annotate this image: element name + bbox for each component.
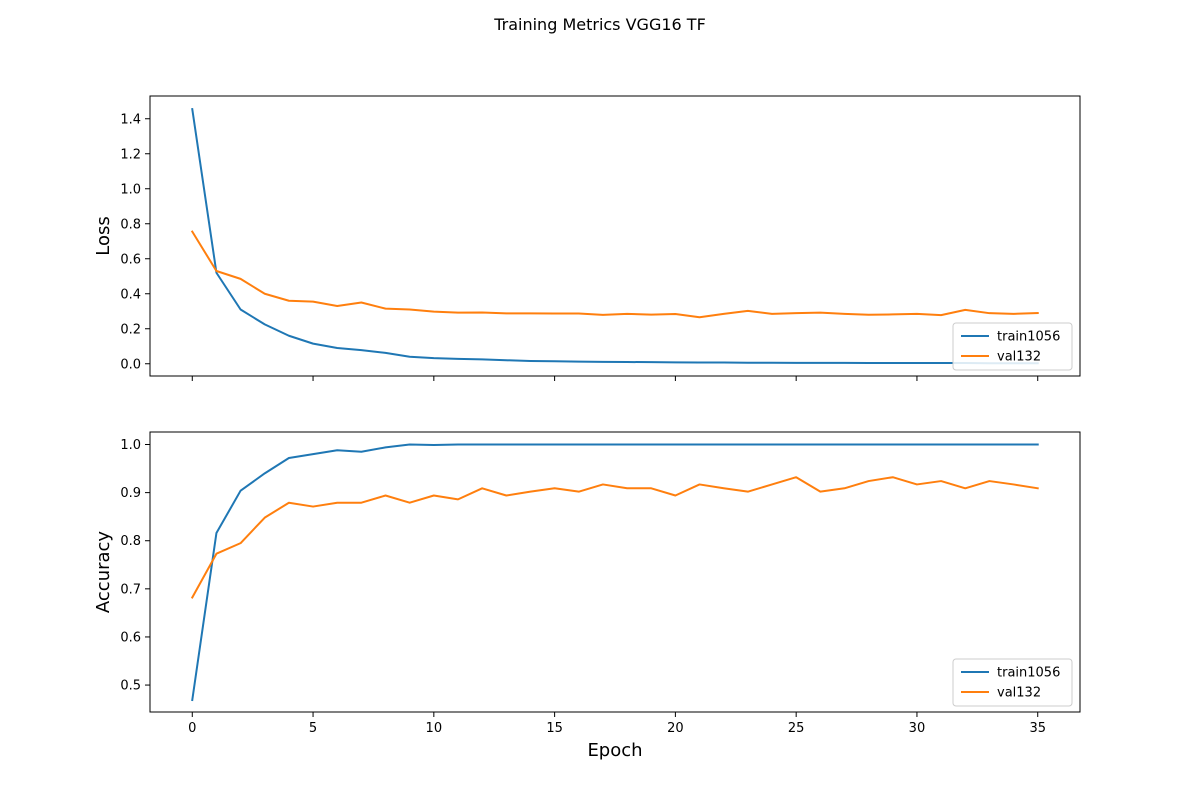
x-tick-label: 15: [546, 721, 563, 736]
y-tick-label: 1.2: [120, 147, 141, 162]
series-line-train1056: [191, 107, 1039, 365]
x-tick-label: 30: [909, 721, 926, 736]
subplot-accuracy: 0 5 10 15 20 25 30 35 0.5 0.6 0.7 0.8 0.9 1.0 Accuracy…: [93, 431, 1081, 736]
series-line-val132: [190, 230, 1039, 319]
legend-label-val132: val132: [997, 350, 1041, 365]
legend-box: [952, 322, 1073, 371]
legend-box: [952, 658, 1073, 707]
x-tick-label: 25: [788, 721, 805, 736]
figure-title: Training Metrics VGG16 TF: [493, 15, 706, 34]
y-tick-label: 0.8: [120, 534, 141, 549]
axes-frame: [149, 431, 1081, 713]
x-tick-label: 5: [309, 721, 317, 736]
legend-label-val132: val132: [997, 686, 1041, 701]
y-tick-label: 0.6: [120, 252, 141, 267]
plots-container: 0.0 0.2 0.4 0.6 0.8 1.0 1.2 1.4 Loss train1056 val…: [93, 95, 1081, 736]
y-tick-label: 0.7: [120, 582, 141, 597]
y-tick-label: 0.0: [120, 357, 141, 372]
y-tick-label: 0.5: [120, 679, 141, 694]
y-tick-label: 0.6: [120, 630, 141, 645]
series-line-train1056: [191, 443, 1039, 702]
legend-label-train1056: train1056: [997, 666, 1060, 681]
x-tick-label: 10: [426, 721, 443, 736]
y-tick-label: 0.4: [120, 287, 141, 302]
x-tick-label: 20: [667, 721, 684, 736]
y-tick-label: 0.8: [120, 217, 141, 232]
y-tick-label: 1.4: [120, 112, 141, 127]
legend-label-train1056: train1056: [997, 330, 1060, 345]
y-tick-label: 0.2: [120, 322, 141, 337]
subplot-loss: 0.0 0.2 0.4 0.6 0.8 1.0 1.2 1.4 Loss train1056 val…: [93, 95, 1081, 381]
axes-frame: [149, 95, 1081, 377]
legend: train1056 val132: [952, 658, 1073, 707]
x-axis-label: Epoch: [587, 740, 642, 761]
x-tick-label: 0: [188, 721, 196, 736]
series-line-val132: [190, 476, 1039, 599]
x-tick-label: 35: [1029, 721, 1046, 736]
legend: train1056 val132: [952, 322, 1073, 371]
y-axis-label: Loss: [93, 216, 114, 255]
y-axis-label: Accuracy: [93, 531, 114, 614]
y-tick-label: 1.0: [120, 438, 141, 453]
y-tick-label: 0.9: [120, 486, 141, 501]
y-tick-label: 1.0: [120, 182, 141, 197]
